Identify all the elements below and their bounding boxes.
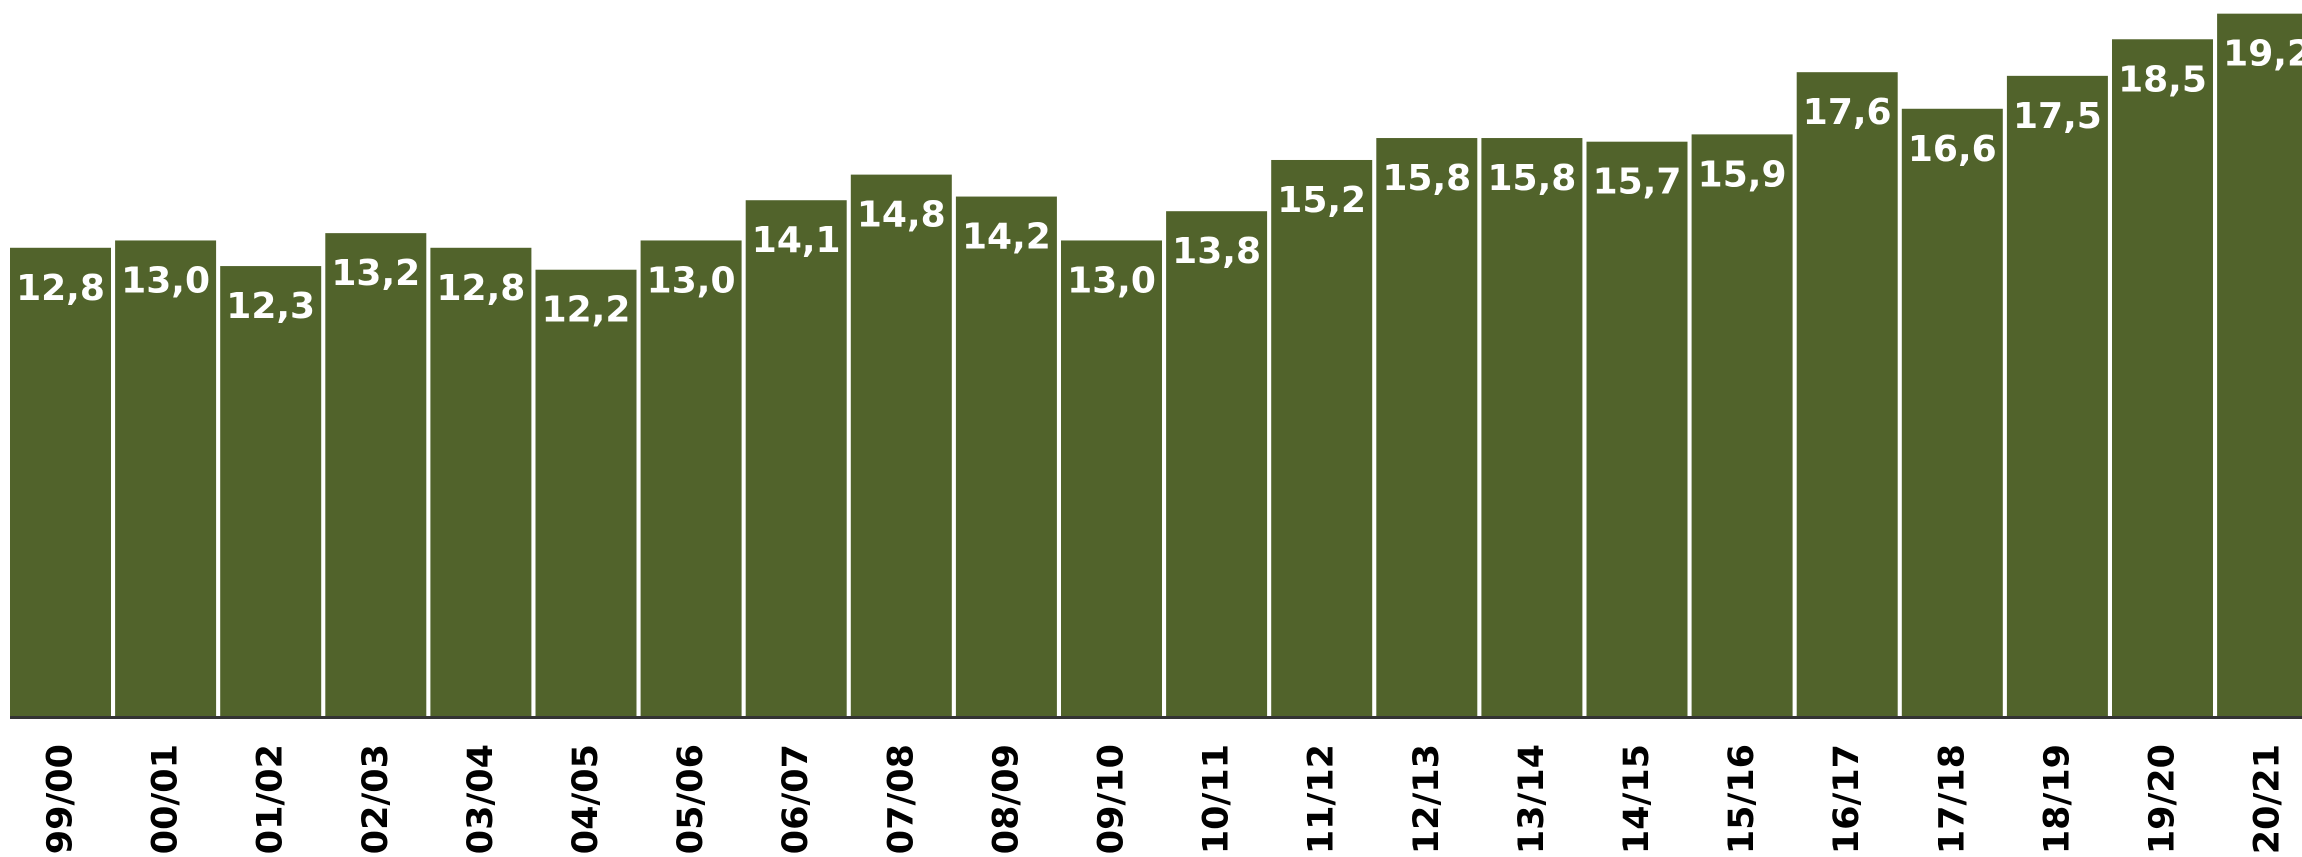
- bar: [745, 200, 847, 717]
- bar: [10, 247, 111, 716]
- bar-value-label: 14,2: [962, 217, 1051, 258]
- x-tick-label: 16/17: [1827, 744, 1867, 854]
- bar-value-label: 15,7: [1593, 162, 1682, 203]
- bar-value-label: 13,8: [1172, 231, 1261, 272]
- bar-value-label: 19,2: [2223, 34, 2302, 75]
- bar-value-label: 13,0: [121, 260, 210, 301]
- bar-value-label: 18,5: [2118, 59, 2207, 100]
- bar: [850, 174, 952, 716]
- x-tick-label: 02/03: [356, 744, 396, 854]
- bar-value-label: 14,8: [857, 195, 946, 236]
- x-tick-label: 09/10: [1092, 744, 1132, 854]
- x-tick-label: 07/08: [881, 744, 921, 854]
- bar-value-label: 12,3: [226, 286, 315, 327]
- bar: [535, 269, 637, 716]
- bar: [1271, 159, 1373, 717]
- bar: [115, 240, 217, 716]
- bar: [1061, 240, 1162, 716]
- x-tick-label: 12/13: [1407, 744, 1447, 854]
- bars-group: 12,8 13,0 12,3 13,2 12,8 12,2 13,0 14,1 14,8 14,2…: [10, 13, 2302, 717]
- x-tick-label: 18/19: [2037, 744, 2077, 854]
- x-tick-label: 15/16: [1722, 744, 1762, 854]
- bar-value-label: 15,8: [1382, 158, 1471, 199]
- bar: [1376, 138, 1478, 717]
- bar-value-label: 16,6: [1908, 129, 1997, 170]
- bar-value-label: 13,0: [647, 260, 736, 301]
- x-tick-label: 06/07: [776, 744, 816, 854]
- x-tick-label: 05/06: [671, 744, 711, 854]
- x-tick-label: 01/02: [251, 744, 291, 854]
- bar: [1691, 134, 1793, 716]
- x-tick-label: 14/15: [1617, 744, 1657, 854]
- bar-value-label: 17,5: [2013, 96, 2102, 137]
- bar: [220, 266, 322, 716]
- x-tick-label: 04/05: [566, 744, 606, 854]
- x-tick-labels-group: 99/00 00/01 01/02 02/03 03/04 04/05 05/06 06/07…: [41, 744, 2288, 854]
- x-tick-label: 08/09: [986, 744, 1026, 854]
- bar-value-label: 12,8: [436, 268, 525, 309]
- x-tick-label: 19/20: [2143, 744, 2183, 854]
- x-tick-label: 99/00: [41, 744, 81, 854]
- bar-value-label: 14,1: [752, 220, 841, 261]
- bar-value-label: 12,8: [16, 268, 105, 309]
- bar-value-label: 15,8: [1487, 158, 1576, 199]
- bar-value-label: 12,2: [542, 290, 631, 331]
- x-tick-label: 10/11: [1197, 744, 1237, 854]
- bar-value-label: 15,9: [1698, 154, 1787, 195]
- x-tick-label: 17/18: [1932, 744, 1972, 854]
- bar-value-label: 17,6: [1803, 92, 1892, 133]
- bar: [325, 233, 427, 716]
- bar: [2006, 75, 2108, 717]
- bar: [2112, 39, 2213, 716]
- bar: [1796, 72, 1898, 716]
- bar: [1481, 138, 1583, 717]
- bar: [1166, 211, 1268, 716]
- bar-value-label: 13,2: [331, 253, 420, 294]
- bar: [1901, 108, 2003, 716]
- bar: [2217, 13, 2302, 717]
- x-tick-label: 13/14: [1512, 744, 1552, 854]
- bar-value-label: 13,0: [1067, 260, 1156, 301]
- x-tick-label: 11/12: [1302, 744, 1342, 854]
- bar: [640, 240, 742, 716]
- bar: [1586, 141, 1688, 716]
- x-tick-label: 20/21: [2248, 744, 2288, 854]
- x-tick-label: 00/01: [146, 744, 186, 854]
- x-tick-label: 03/04: [461, 744, 501, 854]
- bar-value-label: 15,2: [1277, 180, 1366, 221]
- bar: [430, 247, 532, 716]
- bar: [955, 196, 1057, 716]
